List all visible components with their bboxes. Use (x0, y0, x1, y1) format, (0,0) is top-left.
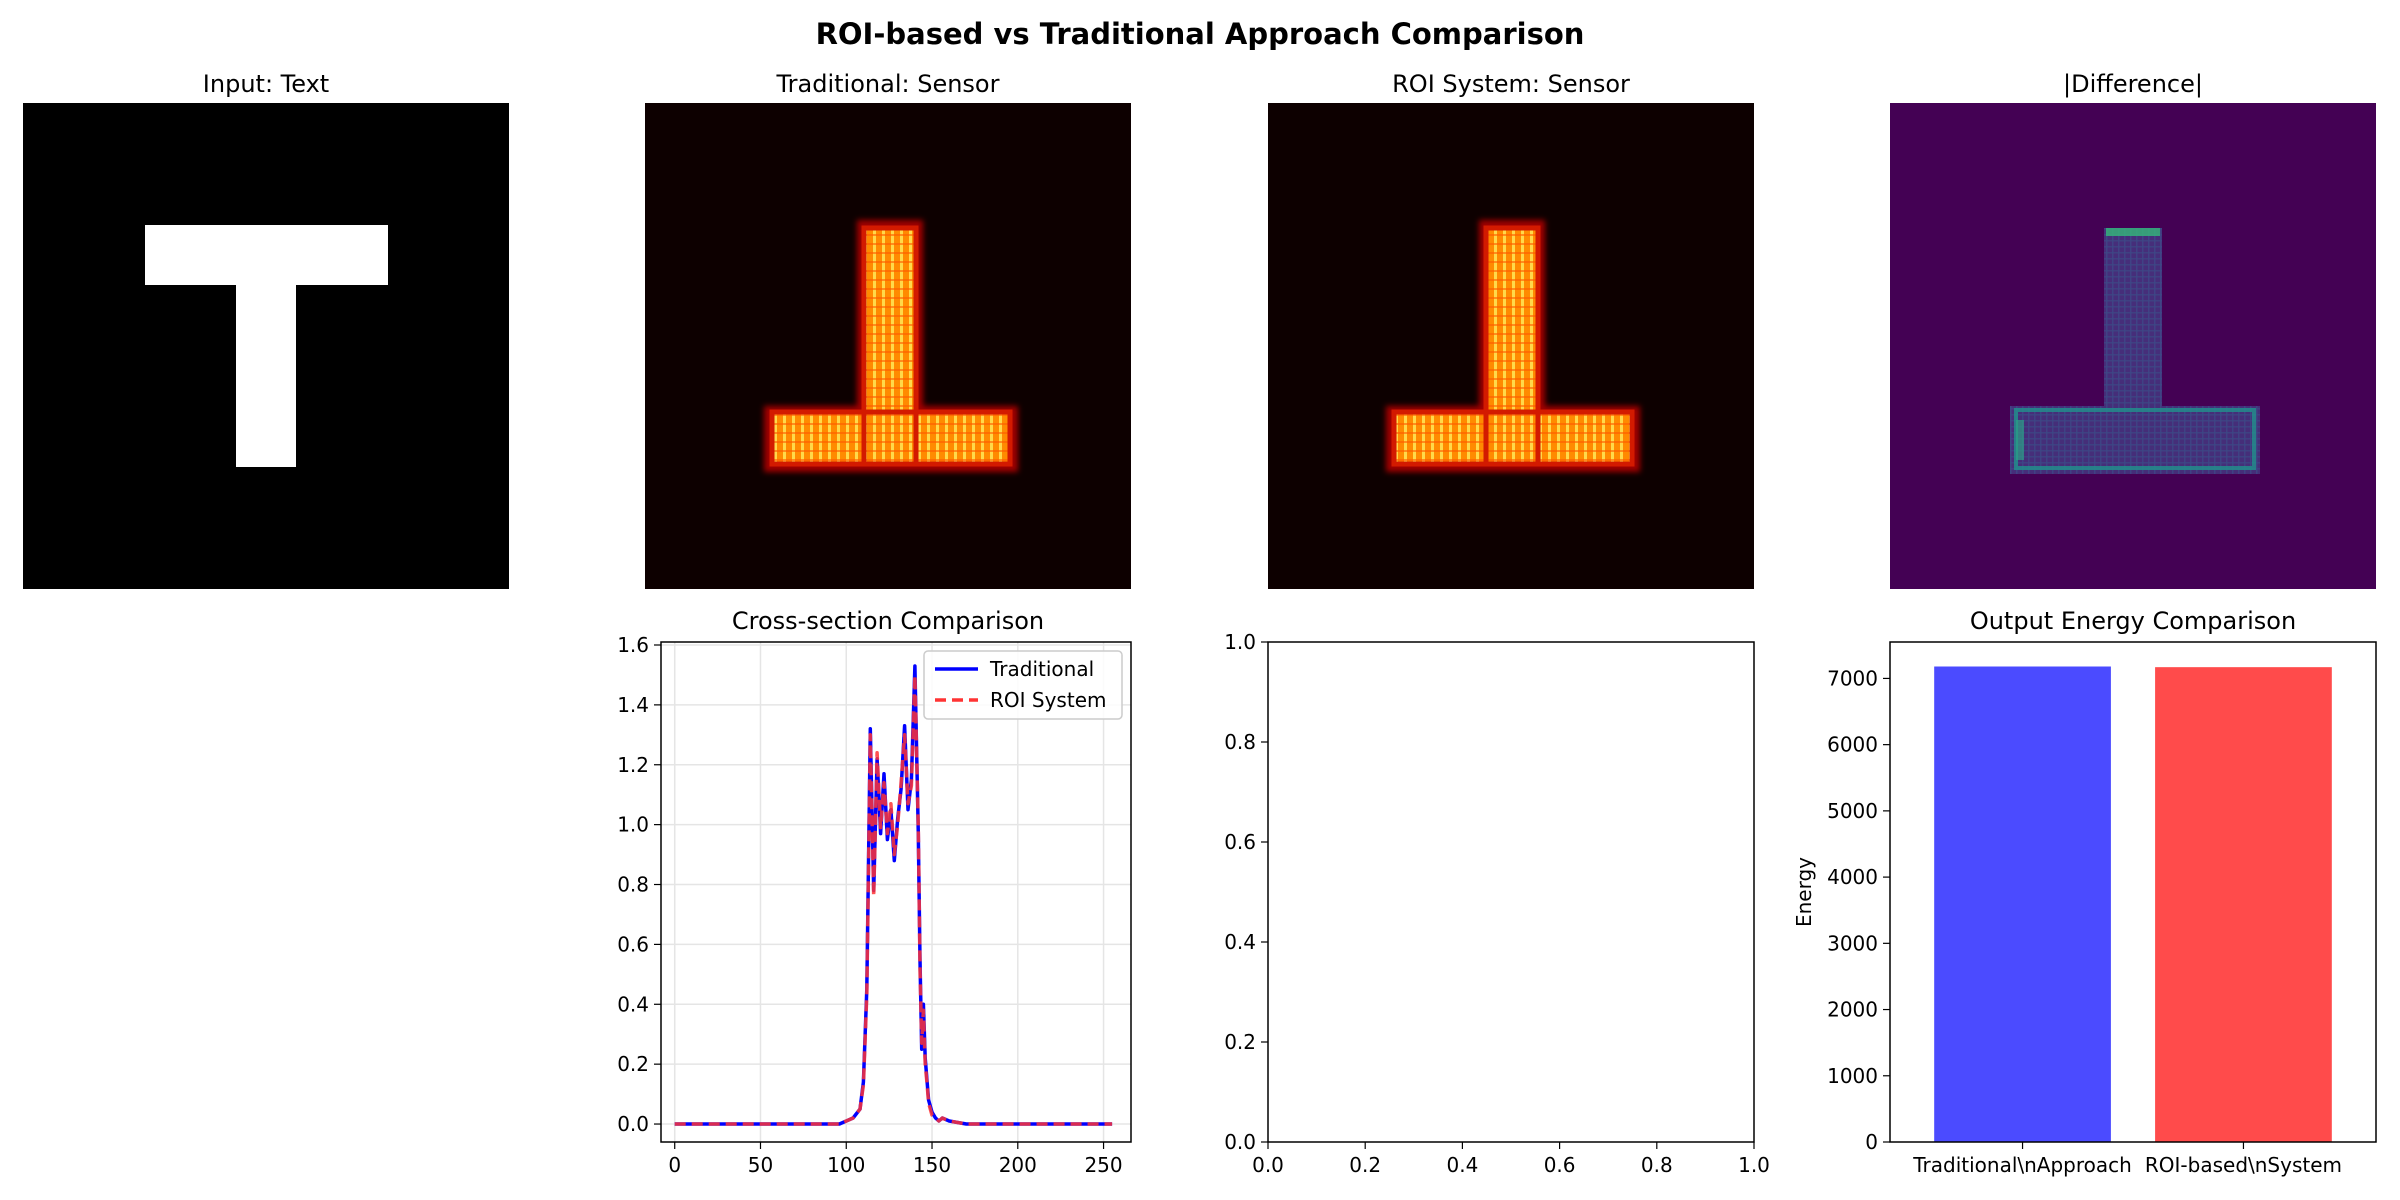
letter-t-shape (145, 225, 388, 467)
energy-y-tick-label: 7000 (1827, 666, 1878, 690)
empty-axes-y-tick-label: 0.0 (1224, 1130, 1256, 1154)
energy-x-tick-label: ROI-based\nSystem (2145, 1153, 2342, 1177)
empty-axes-x-tick-label: 1.0 (1738, 1153, 1770, 1177)
empty-plot-area (1267, 641, 1755, 1143)
energy-y-tick-label: 4000 (1827, 865, 1878, 889)
difference-heatmap-shape (2010, 228, 2260, 474)
cross-section-y-tick-label: 0.8 (617, 873, 649, 897)
cross-section-y-tick-label: 1.2 (617, 753, 649, 777)
cross-section-grid (661, 642, 1131, 1142)
traditional-heatmap-shape (764, 220, 1018, 472)
energy-frame (1889, 641, 2377, 1143)
cross-section-y-tick-label: 1.6 (617, 633, 649, 657)
energy-y-tick-label: 3000 (1827, 931, 1878, 955)
bar-traditional (1934, 666, 2111, 1142)
cross-section-y-tick-label: 1.4 (617, 693, 649, 717)
energy-y-tick-label: 1000 (1827, 1064, 1878, 1088)
panel-input-title: Input: Text (203, 70, 329, 98)
panel-input: Input: Text (23, 70, 509, 589)
cross-section-x-tick-label: 0 (668, 1153, 681, 1177)
energy-x-tick-label: Traditional\nApproach (1912, 1153, 2132, 1177)
panel-traditional-sensor: Traditional: Sensor (645, 70, 1131, 589)
empty-axes-x-tick-label: 0.4 (1446, 1153, 1478, 1177)
legend-traditional-label: Traditional (989, 657, 1094, 681)
cross-section-legend: Traditional ROI System (923, 650, 1123, 720)
panel-traditional-title: Traditional: Sensor (776, 70, 1000, 98)
energy-y-tick-label: 6000 (1827, 733, 1878, 757)
cross-section-x-tick-label: 200 (999, 1153, 1037, 1177)
empty-axes-y-tick-label: 0.8 (1224, 730, 1256, 754)
cross-section-y-tick-label: 1.0 (617, 813, 649, 837)
cross-section-frame (660, 641, 1132, 1143)
energy-bars (1934, 666, 2332, 1142)
cross-section-y-ticks: 0.0 0.2 0.4 0.6 0.8 1.0 1.2 1.4 1.6 (617, 633, 661, 1136)
cross-section-x-ticks: 0 50 100 150 200 250 (668, 1142, 1123, 1177)
energy-y-tick-label: 0 (1865, 1130, 1878, 1154)
energy-y-ticks: 0 1000 2000 3000 4000 5000 6000 7000 (1827, 666, 1890, 1154)
panel-energy: Output Energy Comparison 0 1000 2000 3000 40… (1792, 607, 2377, 1177)
cross-section-y-tick-label: 0.4 (617, 992, 649, 1016)
figure-title: ROI-based vs Traditional Approach Compar… (816, 17, 1585, 51)
energy-x-ticks: Traditional\nApproach ROI-based\nSystem (1912, 1142, 2342, 1177)
cross-section-x-tick-label: 50 (748, 1153, 773, 1177)
energy-y-tick-label: 2000 (1827, 998, 1878, 1022)
empty-axes-x-tick-label: 0.6 (1544, 1153, 1576, 1177)
empty-axes-y-tick-label: 0.6 (1224, 830, 1256, 854)
cross-section-y-tick-label: 0.2 (617, 1052, 649, 1076)
empty-axes-y-tick-label: 1.0 (1224, 630, 1256, 654)
empty-axes-x-tick-label: 0.0 (1252, 1153, 1284, 1177)
legend-roi-label: ROI System (990, 688, 1106, 712)
energy-y-label: Energy (1792, 857, 1816, 927)
bar-roi (2155, 667, 2332, 1142)
empty-axes-x-ticks: 0.0 0.2 0.4 0.6 0.8 1.0 (1252, 1142, 1770, 1177)
empty-axes-x-tick-label: 0.2 (1349, 1153, 1381, 1177)
panel-empty-axes: 0.0 0.2 0.4 0.6 0.8 1.0 0.0 0.2 0.4 0.6 0.8 1.0 (1224, 630, 1770, 1177)
roi-heatmap-shape (1386, 220, 1640, 472)
cross-section-title: Cross-section Comparison (732, 607, 1044, 635)
series-roi-line (674, 673, 1113, 1126)
energy-y-tick-label: 5000 (1827, 799, 1878, 823)
cross-section-x-tick-label: 100 (827, 1153, 865, 1177)
cross-section-x-tick-label: 150 (913, 1153, 951, 1177)
cross-section-y-tick-label: 0.6 (617, 932, 649, 956)
energy-title: Output Energy Comparison (1970, 607, 2296, 635)
empty-axes-y-ticks: 0.0 0.2 0.4 0.6 0.8 1.0 (1224, 630, 1268, 1154)
empty-axes-y-tick-label: 0.4 (1224, 930, 1256, 954)
cross-section-y-tick-label: 0.0 (617, 1112, 649, 1136)
empty-axes-x-tick-label: 0.8 (1641, 1153, 1673, 1177)
cross-section-x-tick-label: 250 (1084, 1153, 1122, 1177)
panel-roi-title: ROI System: Sensor (1392, 70, 1630, 98)
panel-difference-title: |Difference| (2063, 70, 2203, 98)
panel-difference: |Difference| (1890, 70, 2376, 589)
panel-roi-sensor: ROI System: Sensor (1268, 70, 1754, 589)
cross-section-lines (674, 664, 1113, 1126)
cross-section-plot-area (661, 642, 1131, 1142)
empty-axes-y-tick-label: 0.2 (1224, 1030, 1256, 1054)
panel-cross-section: Cross-section Comparison 0 50 100 150 200 250… (617, 607, 1132, 1177)
